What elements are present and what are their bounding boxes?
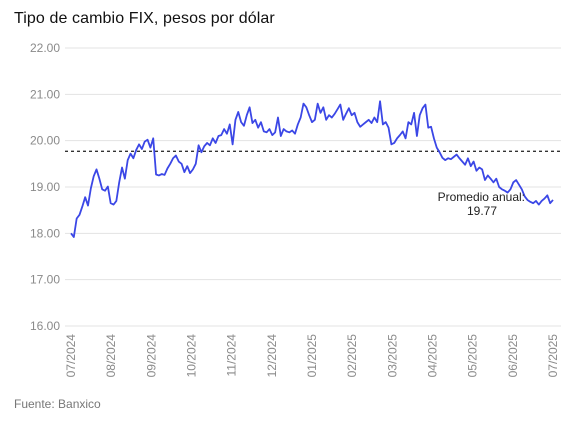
x-tick-label: 11/2024 [225,334,239,377]
y-tick-label: 17.00 [30,273,60,287]
source-note: Fuente: Banxico [14,397,101,411]
y-tick-label: 16.00 [30,319,60,333]
chart-title: Tipo de cambio FIX, pesos por dólar [14,10,275,27]
x-tick-label: 03/2025 [385,334,399,378]
x-tick-label: 05/2025 [466,334,480,378]
x-tick-label: 06/2025 [506,334,520,378]
x-tick-label: 07/2025 [546,334,560,378]
average-annotation-label: Promedio anual: [438,190,525,204]
y-tick-label: 19.00 [30,180,60,194]
y-tick-label: 21.00 [30,87,60,101]
x-tick-label: 04/2025 [426,334,440,378]
x-tick-label: 12/2024 [265,334,279,378]
x-tick-label: 07/2024 [64,334,78,378]
y-tick-label: 22.00 [30,41,60,55]
x-tick-label: 01/2025 [305,334,319,378]
y-tick-label: 18.00 [30,226,60,240]
x-tick-label: 09/2024 [144,334,158,378]
y-tick-label: 20.00 [30,134,60,148]
average-annotation-value: 19.77 [467,204,497,218]
x-tick-label: 02/2025 [345,334,359,378]
x-tick-label: 10/2024 [185,334,199,378]
x-tick-label: 08/2024 [104,334,118,378]
series-line [70,100,554,238]
